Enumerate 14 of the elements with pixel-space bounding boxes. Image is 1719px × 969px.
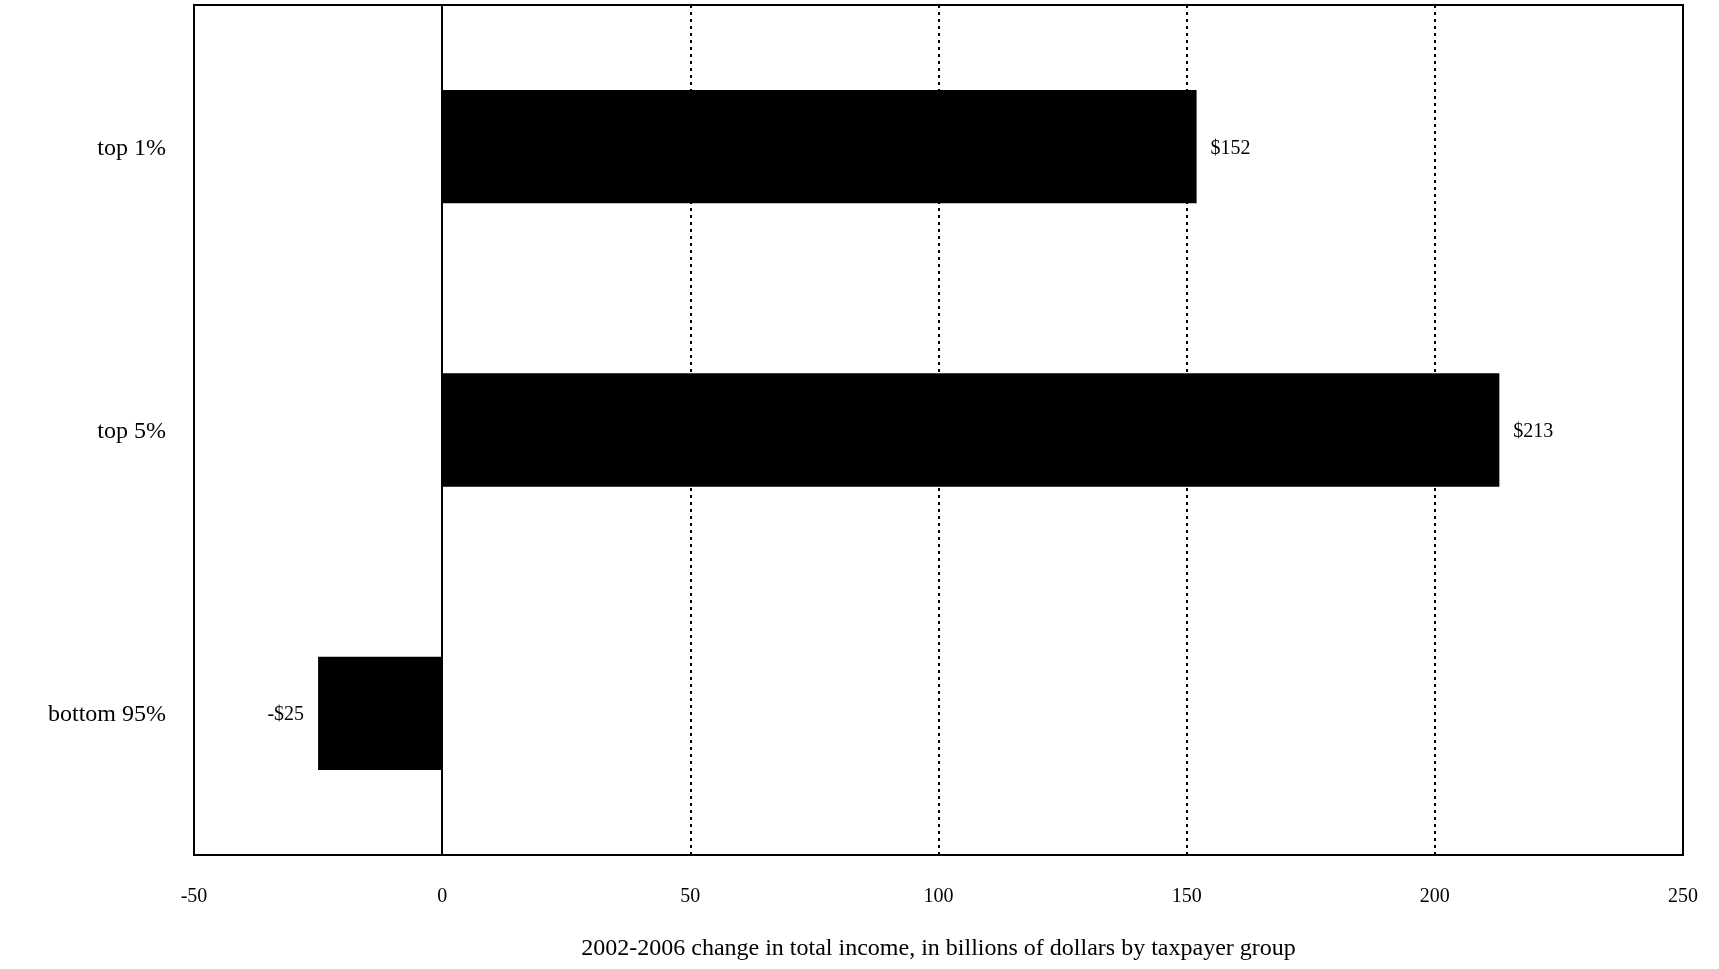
y-tick-label: bottom 95% [48,700,166,727]
y-tick-label: top 5% [97,417,166,443]
x-tick-label: 250 [1668,884,1698,906]
x-tick-label: 200 [1419,884,1450,906]
x-tick-label: -50 [180,884,208,906]
x-tick-label: 100 [923,884,954,906]
x-tick-label: 50 [680,884,701,906]
y-tick-label: top 1% [97,133,166,160]
x-tick-label: 0 [437,884,448,906]
x-axis-title: 2002-2006 change in total income, in billions of dollars by taxpayer group [581,934,1296,960]
data-label: $213 [1513,419,1554,441]
data-label: -$25 [267,702,305,725]
data-label: $152 [1210,135,1251,158]
x-tick-label: 150 [1171,884,1202,906]
